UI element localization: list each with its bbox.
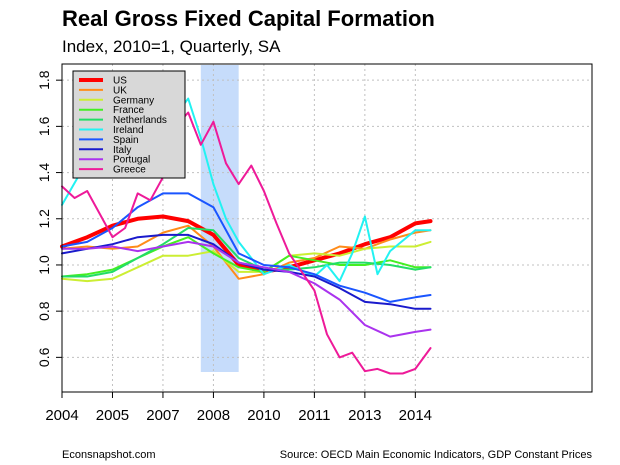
x-axis: 2004 2005 2007 2008 2010 2011 2013 2014	[45, 392, 432, 424]
footer-source: Source: OECD Main Economic Indicators, G…	[279, 449, 592, 461]
y-tick-label: 1.6	[36, 116, 52, 136]
series-line-portugal	[61, 240, 432, 338]
legend-label: Spain	[113, 135, 139, 146]
legend-label: Netherlands	[113, 115, 167, 126]
legend-label: Portugal	[113, 155, 150, 166]
plot-frame	[61, 63, 593, 393]
legend-label: Ireland	[113, 125, 144, 136]
series-line-germany	[61, 240, 432, 283]
x-tick-label: 2004	[45, 407, 78, 424]
series-line-netherlands	[61, 227, 432, 278]
series-line-spain	[61, 192, 432, 303]
legend-label: UK	[113, 85, 127, 96]
x-tick-label: 2011	[298, 407, 330, 424]
legend-label: Greece	[113, 165, 146, 176]
series-line-greece	[61, 111, 432, 375]
y-tick-label: 0.8	[36, 301, 52, 321]
footer-site: Econsnapshot.com	[62, 449, 156, 461]
chart-title: Real Gross Fixed Capital Formation	[62, 6, 435, 31]
series-line-us	[60, 214, 433, 274]
y-tick-label: 0.6	[36, 347, 52, 367]
chart-subtitle: Index, 2010=1, Quarterly, SA	[62, 37, 281, 56]
legend-label: US	[113, 76, 127, 87]
x-tick-label: 2013	[348, 407, 381, 424]
y-tick-label: 1.4	[36, 163, 52, 183]
legend-label: Germany	[113, 95, 154, 106]
legend-label: Italy	[113, 145, 131, 156]
y-tick-label: 1.0	[36, 255, 52, 275]
series-line-uk	[61, 224, 432, 280]
series-line-italy	[61, 233, 432, 310]
x-tick-label: 2014	[399, 407, 432, 424]
legend-label: France	[113, 105, 145, 116]
x-tick-label: 2005	[96, 407, 129, 424]
x-tick-label: 2008	[197, 407, 230, 424]
legend: USUKGermanyFranceNetherlandsIrelandSpain…	[72, 70, 186, 179]
series-line-france	[61, 236, 432, 278]
y-tick-label: 1.8	[36, 70, 52, 90]
y-axis: 0.6 0.8 1.0 1.2 1.4 1.6 1.8	[36, 70, 62, 367]
x-tick-label: 2010	[247, 407, 280, 424]
x-tick-label: 2007	[146, 407, 179, 424]
y-tick-label: 1.2	[36, 209, 52, 229]
